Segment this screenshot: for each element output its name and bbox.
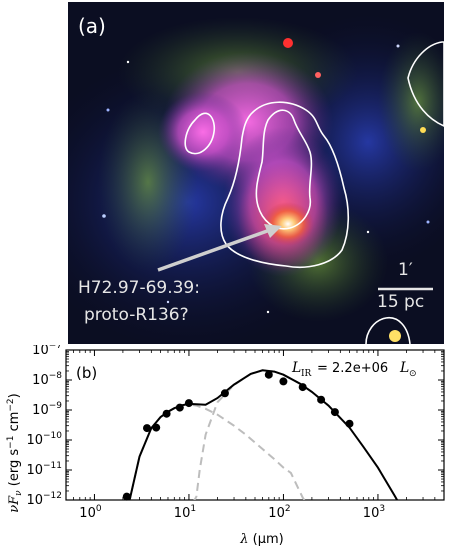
total-fit-curve [128, 369, 399, 500]
svg-text:νFν (erg s−1 cm−2): νFν (erg s−1 cm−2) [6, 393, 24, 513]
sed-plot: 10−12 10−11 10−10 10−9 10−8 10−7 100 101 102 103… [6, 345, 445, 546]
panel-a-image: (a) H72.97-69.39: proto-R136? 1′ 15 pc [68, 2, 444, 344]
data-point [220, 389, 229, 398]
contours [184, 41, 444, 344]
data-point [330, 408, 339, 417]
fit-curves [128, 369, 399, 500]
source-description: proto-R136? [84, 305, 189, 325]
data-point [317, 395, 326, 404]
panel-b-label: (b) [76, 364, 97, 382]
x-axis-label: λ (μm) [239, 532, 283, 546]
data-points [122, 370, 354, 501]
luminosity-unit: L [399, 360, 409, 376]
data-point [175, 403, 184, 412]
scale-angle-label: 1′ [398, 260, 413, 280]
panel-a-label: (a) [78, 14, 106, 38]
data-point [162, 409, 171, 418]
luminosity-var: L [291, 360, 301, 376]
y-axis-ticks: 10−12 10−11 10−10 10−9 10−8 10−7 [26, 345, 444, 508]
data-point [345, 419, 354, 428]
data-point [143, 424, 151, 433]
y-tick-label: 10−8 [32, 371, 62, 388]
luminosity-annotation: L IR = 2.2e+06 L ⊙ [291, 360, 417, 379]
y-tick-label: 10−10 [26, 431, 62, 448]
x-tick-label: 102 [268, 504, 290, 521]
luminosity-value: = 2.2e+06 [317, 361, 388, 376]
panel-b-sed-chart: 10−12 10−11 10−10 10−9 10−8 10−7 100 101 102 103… [0, 345, 452, 546]
data-point [152, 423, 161, 432]
data-point [264, 370, 273, 379]
data-point [184, 399, 193, 408]
y-tick-label: 10−7 [32, 345, 62, 358]
cold-component-curve [193, 369, 351, 500]
y-tick-label: 10−11 [26, 461, 62, 478]
pointer-arrow [157, 224, 282, 272]
luminosity-subscript: IR [301, 369, 312, 379]
y-tick-label: 10−12 [26, 491, 62, 508]
data-point [298, 383, 307, 392]
source-name: H72.97-69.39: [78, 278, 200, 298]
data-point [122, 492, 131, 501]
y-axis-label: νFν (erg s−1 cm−2) [6, 393, 24, 513]
x-tick-label: 100 [79, 504, 102, 521]
x-tick-label: 103 [363, 504, 385, 521]
data-point [279, 377, 288, 386]
sun-symbol: ⊙ [409, 369, 417, 379]
scale-physical-label: 15 pc [377, 292, 425, 312]
x-axis-ticks: 100 101 102 103 [65, 350, 445, 521]
astronomical-image [68, 2, 444, 344]
y-tick-label: 10−9 [32, 401, 62, 418]
x-tick-label: 101 [174, 504, 196, 521]
